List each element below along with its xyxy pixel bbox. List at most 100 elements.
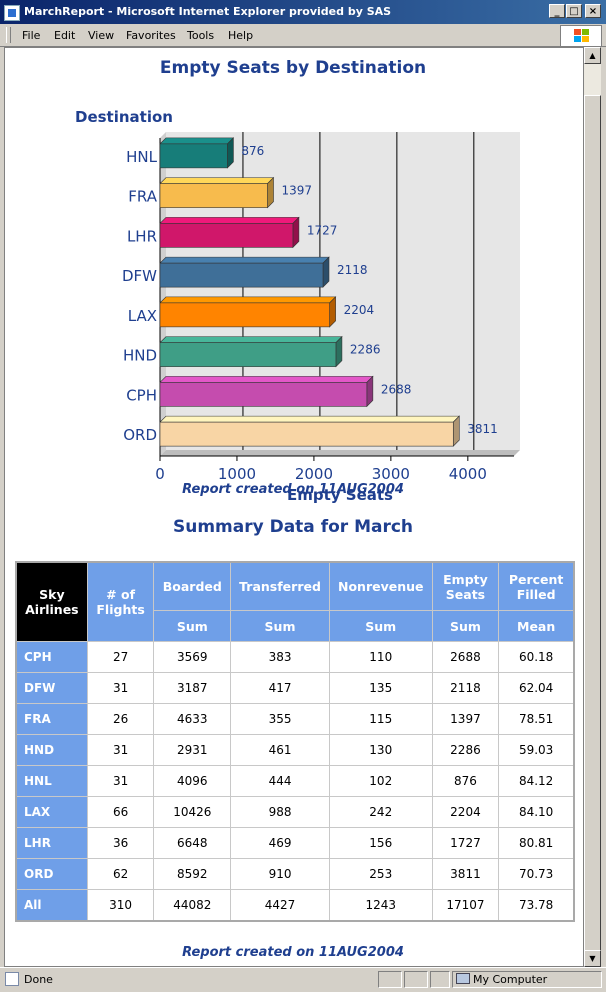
table-row: DFW 31 3187 417 135 2118 62.04 (15, 672, 575, 704)
cell-percent-filled: 70.73 (498, 858, 575, 890)
bar (159, 223, 294, 248)
cell-transferred: 383 (230, 641, 330, 673)
stat-transferred: Sum (230, 610, 330, 642)
status-bar: Done My Computer (0, 967, 606, 992)
cell-empty-seats: 876 (431, 765, 500, 797)
cell-nonrevenue: 135 (328, 672, 433, 704)
row-header: FRA (15, 703, 88, 735)
category-label: ORD (123, 426, 157, 444)
cell-boarded: 3187 (153, 672, 232, 704)
row-header: ORD (15, 858, 88, 890)
close-button[interactable]: × (585, 4, 601, 18)
scroll-up-button[interactable]: ▲ (584, 47, 601, 64)
toolbar-grip[interactable] (6, 27, 11, 43)
bar-top-face (159, 217, 300, 224)
window-title: MarchReport - Microsoft Internet Explore… (24, 5, 392, 18)
cell-boarded: 44082 (153, 889, 232, 922)
cell-flights: 31 (86, 672, 155, 704)
data-label: 2118 (337, 263, 368, 277)
cell-empty-seats: 2286 (431, 734, 500, 766)
cell-empty-seats: 3811 (431, 858, 500, 890)
bar-top-face (159, 177, 275, 184)
scroll-thumb[interactable] (584, 95, 601, 973)
stat-nonrevenue: Sum (328, 610, 433, 642)
row-header: CPH (15, 641, 88, 673)
x-tick-label: 1000 (218, 465, 256, 483)
stat-empty-seats: Sum (431, 610, 500, 642)
cell-flights: 31 (86, 765, 155, 797)
menu-favorites[interactable]: Favorites (126, 29, 176, 42)
x-tick-label: 2000 (295, 465, 333, 483)
bar (159, 262, 324, 288)
category-label: FRA (128, 188, 157, 206)
bar-top-face (159, 137, 235, 145)
cell-nonrevenue: 130 (328, 734, 433, 766)
cell-empty-seats: 2204 (431, 796, 500, 828)
cell-boarded: 6648 (153, 827, 232, 859)
x-tick-label: 3000 (372, 465, 410, 483)
cell-nonrevenue: 102 (328, 765, 433, 797)
vertical-scrollbar[interactable]: ▲ ▼ (584, 47, 601, 973)
cell-boarded: 10426 (153, 796, 232, 828)
bar-chart: 0 1000 2000 3000 4000 Destination Empty Seats H… (75, 108, 520, 504)
row-header: HNL (15, 765, 88, 797)
data-label: 3811 (467, 422, 498, 436)
cell-transferred: 461 (230, 734, 330, 766)
table-row: HND 31 2931 461 130 2286 59.03 (15, 734, 575, 766)
menu-edit[interactable]: Edit (54, 29, 76, 42)
category-label: DFW (122, 267, 157, 285)
windows-logo-icon (560, 25, 602, 47)
minimize-button[interactable]: _ (549, 4, 565, 18)
menu-view[interactable]: View (88, 29, 115, 42)
data-label: 2286 (350, 343, 381, 357)
scroll-down-button[interactable]: ▼ (584, 950, 601, 967)
cell-boarded: 4633 (153, 703, 232, 735)
cell-empty-seats: 17107 (431, 889, 500, 922)
x-tick-label: 4000 (449, 465, 487, 483)
cell-nonrevenue: 115 (328, 703, 433, 735)
cell-nonrevenue: 253 (328, 858, 433, 890)
category-label: HNL (126, 148, 158, 166)
table-row: HNL 31 4096 444 102 876 84.12 (15, 765, 575, 797)
cell-percent-filled: 84.10 (498, 796, 575, 828)
x-tick-label: 0 (155, 465, 165, 483)
bar (159, 183, 268, 208)
menu-bar: File Edit View Favorites Tools Help (0, 24, 606, 47)
table-row: LAX 66 10426 988 242 2204 84.10 (15, 796, 575, 828)
cell-flights: 27 (86, 641, 155, 673)
maximize-button[interactable]: □ (566, 4, 582, 18)
zone-pane (452, 971, 602, 988)
cell-flights: 36 (86, 827, 155, 859)
status-text: Done (24, 973, 53, 986)
data-label: 2204 (344, 303, 375, 317)
menu-file[interactable]: File (22, 29, 41, 42)
menu-help[interactable]: Help (228, 29, 254, 42)
row-header: LHR (15, 827, 88, 859)
cell-flights: 310 (86, 889, 155, 922)
cell-nonrevenue: 156 (328, 827, 433, 859)
cell-transferred: 355 (230, 703, 330, 735)
status-pane (404, 971, 428, 988)
row-header: DFW (15, 672, 88, 704)
table-row: LHR 36 6648 469 156 1727 80.81 (15, 827, 575, 859)
cell-boarded: 3569 (153, 641, 232, 673)
chart-footnote: Report created on 11AUG2004 (182, 482, 404, 497)
table-row: CPH 27 3569 383 110 2688 60.18 (15, 641, 575, 673)
data-label: 876 (241, 144, 264, 158)
my-computer-icon (456, 973, 470, 984)
cell-percent-filled: 73.78 (498, 889, 575, 922)
menu-tools[interactable]: Tools (187, 29, 215, 42)
bar-top-face (159, 415, 461, 423)
status-pane (378, 971, 402, 988)
cell-transferred: 988 (230, 796, 330, 828)
browser-content: Empty Seats by Destination 0 1000 2000 3000… (4, 47, 584, 967)
x-axis-label: Empty Seats (287, 486, 393, 504)
bar-top-face (159, 256, 330, 264)
cell-transferred: 417 (230, 672, 330, 704)
summary-table: Sky Airlines # of Flights Boarded Transf… (15, 561, 575, 922)
category-label: CPH (126, 386, 157, 404)
corner-header: Sky Airlines (15, 561, 88, 642)
bar-top-face (159, 376, 374, 383)
cell-percent-filled: 84.12 (498, 765, 575, 797)
category-label: HND (123, 347, 157, 365)
